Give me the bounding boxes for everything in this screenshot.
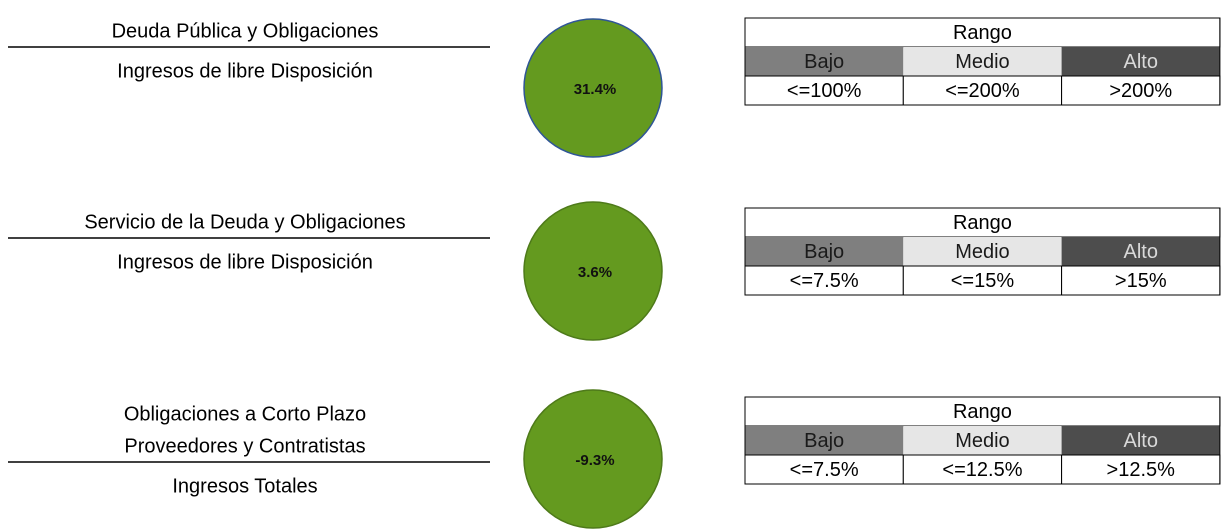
level-label: Bajo	[804, 430, 844, 452]
level-label: Medio	[955, 51, 1009, 73]
level-cell	[903, 47, 1062, 76]
level-label: Bajo	[804, 241, 844, 263]
threshold-label: <=7.5%	[790, 459, 859, 481]
level-label: Alto	[1124, 51, 1158, 73]
level-label: Bajo	[804, 51, 844, 73]
level-cell	[1061, 47, 1220, 76]
indicator-circle	[523, 201, 663, 341]
level-label: Alto	[1124, 430, 1158, 452]
denominator-text: Ingresos de libre Disposición	[117, 251, 373, 273]
level-cell	[903, 237, 1062, 266]
threshold-label: <=15%	[951, 270, 1015, 292]
level-cell	[903, 426, 1062, 455]
threshold-cell	[902, 454, 1063, 485]
threshold-label: >12.5%	[1107, 459, 1176, 481]
level-cell	[1061, 237, 1220, 266]
threshold-label: >200%	[1109, 80, 1172, 102]
level-label: Medio	[955, 430, 1009, 452]
numerator-text: Proveedores y Contratistas	[124, 435, 365, 457]
threshold-label: <=200%	[945, 80, 1020, 102]
level-cell	[745, 426, 904, 455]
denominator-text: Ingresos de libre Disposición	[117, 60, 373, 82]
level-label: Alto	[1124, 241, 1158, 263]
threshold-label: <=7.5%	[790, 270, 859, 292]
level-label: Medio	[955, 241, 1009, 263]
indicator-circle	[523, 18, 663, 158]
range-table-border	[744, 396, 1221, 485]
range-header-cell	[744, 17, 1221, 48]
threshold-label: <=12.5%	[942, 459, 1022, 481]
numerator-text: Servicio de la Deuda y Obligaciones	[84, 211, 405, 233]
range-title: Rango	[953, 401, 1012, 423]
level-cell	[745, 237, 904, 266]
level-cell	[745, 47, 904, 76]
indicator-value: 31.4%	[574, 81, 617, 98]
indicator-value: -9.3%	[575, 452, 614, 469]
range-title: Rango	[953, 22, 1012, 44]
level-cell	[1061, 426, 1220, 455]
range-title: Rango	[953, 212, 1012, 234]
numerator-text: Obligaciones a Corto Plazo	[124, 403, 366, 425]
range-table-border	[744, 207, 1221, 296]
indicator-value: 3.6%	[578, 264, 612, 281]
threshold-cell	[1061, 265, 1221, 296]
denominator-text: Ingresos Totales	[172, 475, 317, 497]
threshold-label: <=100%	[787, 80, 862, 102]
threshold-cell	[902, 75, 1063, 106]
numerator-text: Deuda Pública y Obligaciones	[112, 20, 379, 42]
threshold-label: >15%	[1115, 270, 1167, 292]
indicator-circle	[523, 389, 663, 529]
range-table-border	[744, 17, 1221, 106]
